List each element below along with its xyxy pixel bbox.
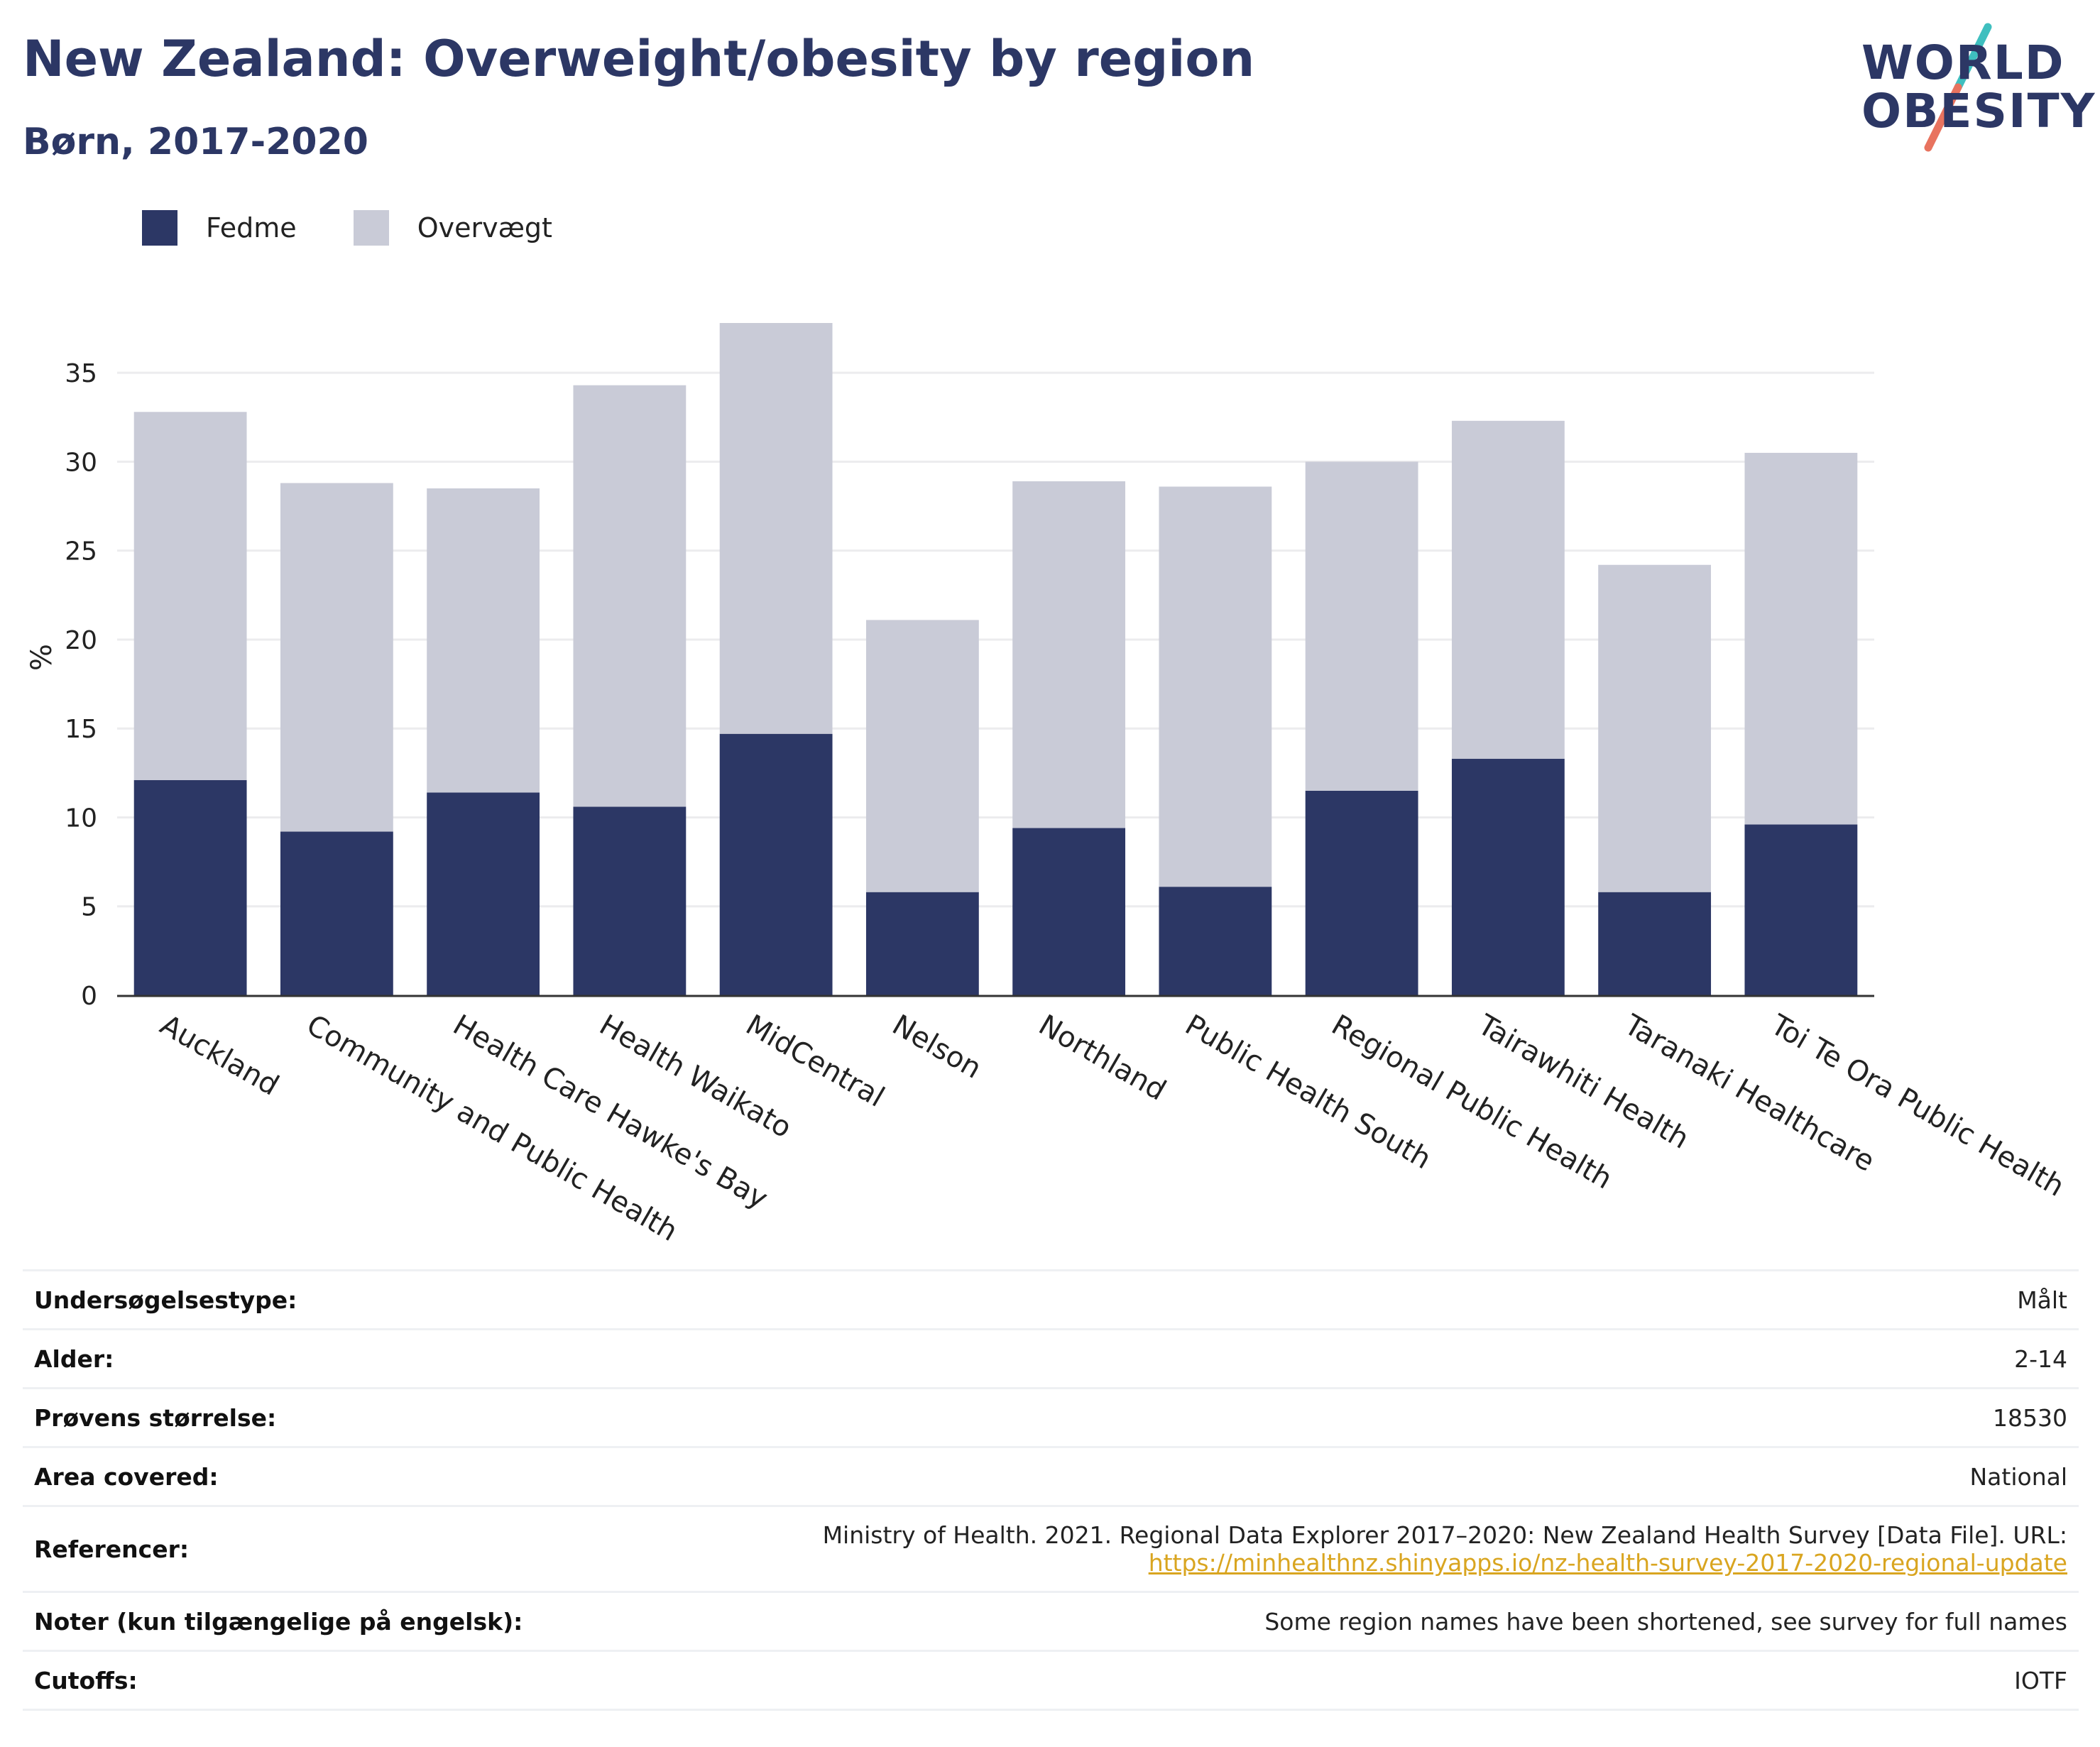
bar-fedme bbox=[427, 792, 540, 995]
legend-item-fedme[interactable]: Fedme bbox=[142, 210, 297, 246]
world-obesity-logo: WORLD OBESITY bbox=[1846, 20, 2094, 155]
bar-fedme bbox=[573, 806, 687, 995]
bar-fedme bbox=[1744, 824, 1858, 995]
y-tick-label: 25 bbox=[65, 537, 97, 566]
meta-value: Målt bbox=[613, 1269, 2079, 1330]
meta-value: 18530 bbox=[613, 1387, 2079, 1447]
legend-swatch-fedme bbox=[142, 210, 177, 246]
meta-row-references: Referencer: Ministry of Health. 2021. Re… bbox=[23, 1505, 2079, 1592]
legend-label-fedme: Fedme bbox=[206, 212, 297, 243]
meta-row-sample-size: Prøvens størrelse: 18530 bbox=[23, 1387, 2079, 1447]
bar-fedme bbox=[1012, 828, 1126, 995]
bar-fedme bbox=[719, 733, 833, 995]
y-tick-label: 15 bbox=[65, 715, 97, 744]
meta-key: Undersøgelsestype: bbox=[23, 1269, 614, 1330]
bar-overvaegt bbox=[1012, 481, 1126, 828]
logo-word-obesity: OBESITY bbox=[1861, 84, 2096, 138]
chart-title: New Zealand: Overweight/obesity by regio… bbox=[23, 30, 1255, 88]
logo-word-world: WORLD bbox=[1861, 35, 2065, 90]
y-axis-label: % bbox=[26, 644, 58, 671]
x-tick-label: Northland bbox=[1033, 1009, 1171, 1107]
chart-legend: Fedme Overvægt bbox=[142, 210, 609, 246]
bar-fedme bbox=[133, 779, 247, 995]
meta-row-notes: Noter (kun tilgængelige på engelsk): Som… bbox=[23, 1591, 2079, 1651]
meta-key: Noter (kun tilgængelige på engelsk): bbox=[23, 1591, 614, 1651]
meta-key: Cutoffs: bbox=[23, 1650, 614, 1711]
meta-value: 2-14 bbox=[613, 1328, 2079, 1389]
bar-overvaegt bbox=[865, 620, 979, 892]
meta-key: Alder: bbox=[23, 1328, 614, 1389]
bar-fedme bbox=[1159, 887, 1272, 995]
logo-slash-icon bbox=[1924, 23, 1992, 152]
meta-row-area: Area covered: National bbox=[23, 1446, 2079, 1506]
bar-overvaegt bbox=[133, 412, 247, 780]
x-tick-label: Nelson bbox=[887, 1009, 987, 1085]
meta-key: Prøvens størrelse: bbox=[23, 1387, 614, 1447]
bar-fedme bbox=[1305, 790, 1418, 995]
y-tick-label: 10 bbox=[65, 804, 97, 833]
legend-label-overvaegt: Overvægt bbox=[417, 212, 552, 243]
meta-key: Area covered: bbox=[23, 1446, 614, 1506]
meta-value: Ministry of Health. 2021. Regional Data … bbox=[613, 1505, 2079, 1592]
x-tick-label: Auckland bbox=[155, 1009, 285, 1102]
y-tick-label: 35 bbox=[65, 359, 97, 388]
bar-fedme bbox=[1451, 758, 1565, 995]
bar-overvaegt bbox=[719, 323, 833, 734]
y-tick-label: 0 bbox=[81, 982, 97, 1011]
x-tick-label: Regional Public Health bbox=[1326, 1009, 1618, 1196]
bar-overvaegt bbox=[427, 488, 540, 793]
reference-link[interactable]: https://minhealthnz.shinyapps.io/nz-heal… bbox=[1148, 1549, 2067, 1577]
meta-key: Referencer: bbox=[23, 1505, 614, 1592]
x-tick-label: Toi Te Ora Public Health bbox=[1765, 1008, 2070, 1203]
legend-item-overvaegt[interactable]: Overvægt bbox=[353, 210, 552, 246]
bar-overvaegt bbox=[1159, 486, 1272, 887]
metadata-table: Undersøgelsestype: Målt Alder: 2-14 Prøv… bbox=[23, 1269, 2079, 1711]
bar-overvaegt bbox=[280, 483, 393, 832]
bar-fedme bbox=[1598, 892, 1712, 995]
legend-swatch-overvaegt bbox=[353, 210, 389, 246]
meta-value: IOTF bbox=[613, 1650, 2079, 1711]
y-tick-label: 5 bbox=[81, 893, 97, 922]
meta-row-cutoffs: Cutoffs: IOTF bbox=[23, 1650, 2079, 1711]
y-tick-label: 20 bbox=[65, 626, 97, 655]
meta-row-age: Alder: 2-14 bbox=[23, 1328, 2079, 1389]
bar-overvaegt bbox=[573, 385, 687, 807]
bar-fedme bbox=[280, 831, 393, 995]
chart-subtitle: Børn, 2017-2020 bbox=[23, 121, 368, 163]
bar-overvaegt bbox=[1451, 420, 1565, 759]
bar-overvaegt bbox=[1598, 564, 1712, 892]
meta-value: National bbox=[613, 1446, 2079, 1506]
meta-row-survey-type: Undersøgelsestype: Målt bbox=[23, 1269, 2079, 1330]
reference-text: Ministry of Health. 2021. Regional Data … bbox=[822, 1521, 2067, 1549]
x-tick-label: Taranaki Healthcare bbox=[1618, 1008, 1880, 1178]
meta-value: Some region names have been shortened, s… bbox=[613, 1591, 2079, 1651]
bar-fedme bbox=[865, 892, 979, 995]
bar-overvaegt bbox=[1744, 452, 1858, 825]
x-tick-label: Public Health South bbox=[1180, 1009, 1437, 1176]
y-tick-label: 30 bbox=[65, 448, 97, 477]
bar-overvaegt bbox=[1305, 461, 1418, 791]
